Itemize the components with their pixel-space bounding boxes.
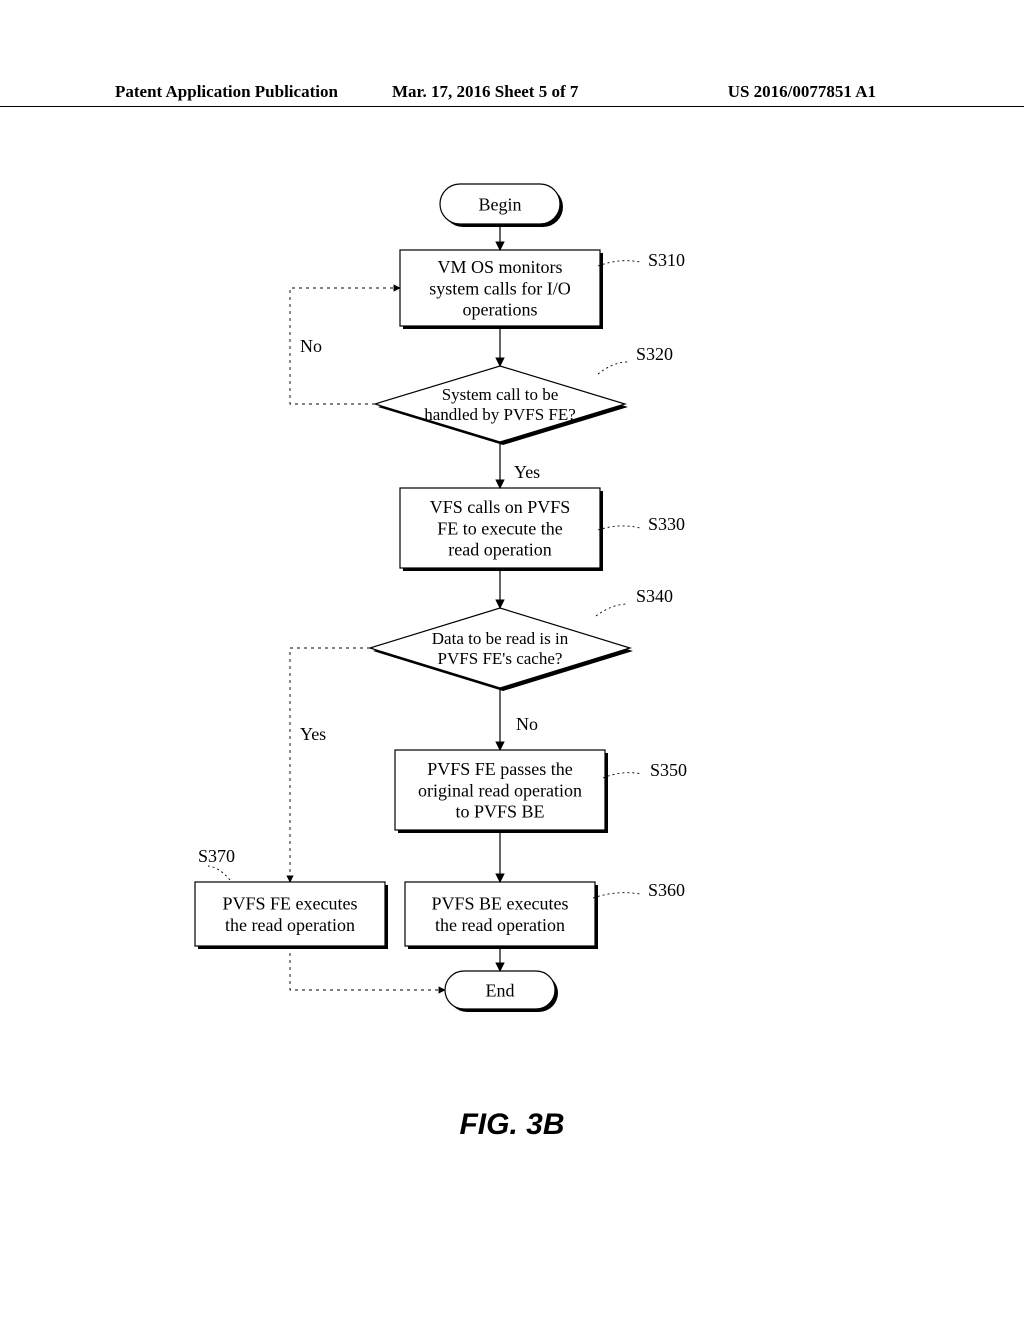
leader-line (593, 893, 640, 898)
step-label-s360: S360 (648, 880, 685, 900)
step-label-s310: S310 (648, 250, 685, 270)
page: Patent Application Publication Mar. 17, … (0, 0, 1024, 1320)
edge-label: No (516, 714, 538, 734)
svg-text:PVFS BE executesthe read opera: PVFS BE executesthe read operation (432, 894, 569, 935)
svg-text:Begin: Begin (479, 194, 522, 214)
edge-label: Yes (514, 462, 540, 482)
leader-line (598, 526, 640, 530)
edge-label: No (300, 336, 322, 356)
leader-line (603, 773, 642, 778)
figure-title: FIG. 3B (0, 1108, 1024, 1142)
leader-line (596, 604, 628, 616)
step-label-s320: S320 (636, 344, 673, 364)
edge-s340-s370 (290, 648, 370, 882)
svg-text:Data to be read is inPVFS FE's: Data to be read is inPVFS FE's cache? (432, 629, 569, 668)
step-label-s340: S340 (636, 586, 673, 606)
svg-text:System call to behandled by PV: System call to behandled by PVFS FE? (424, 385, 576, 424)
leader-line (598, 261, 640, 266)
step-label-s330: S330 (648, 514, 685, 534)
edge-s370-end (290, 946, 445, 990)
edge-label: Yes (300, 724, 326, 744)
svg-text:VFS calls on PVFSFE to execute: VFS calls on PVFSFE to execute theread o… (430, 497, 571, 559)
leader-line (208, 866, 230, 880)
step-label-s370: S370 (198, 846, 235, 866)
svg-text:End: End (486, 980, 515, 1000)
leader-line (598, 362, 628, 374)
step-label-s350: S350 (650, 760, 687, 780)
svg-text:PVFS FE executesthe read opera: PVFS FE executesthe read operation (223, 894, 358, 935)
